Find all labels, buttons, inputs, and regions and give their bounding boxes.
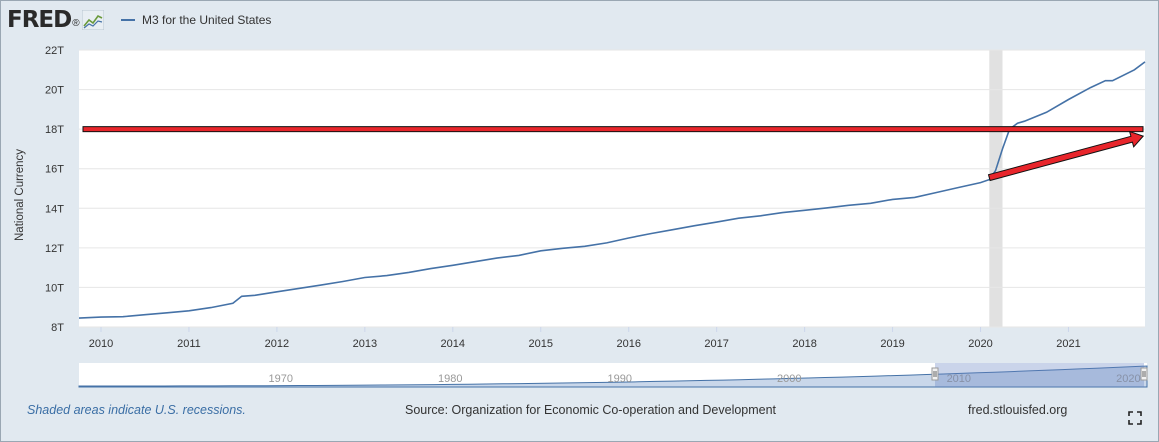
legend-series-swatch [121,19,135,21]
navigator-series [78,365,1148,388]
y-tick-labels: 8T 10T 12T 14T 16T 18T 20T 22T [45,45,64,334]
logo-graph-icon [81,10,104,30]
x-tick-label: 2018 [792,338,816,350]
series-line [78,61,1146,319]
y-tick-label: 12T [45,243,64,255]
x-tick-label: 2016 [616,338,640,350]
annotation-arrow [987,130,1145,182]
grid-lines [79,49,1145,328]
legend-series-label: M3 for the United States [142,13,272,27]
navigator-tick-label: 1980 [438,373,462,385]
y-tick-label: 22T [45,45,64,57]
x-tick-label: 2012 [265,338,289,350]
navigator-tick-label: 2000 [777,373,801,385]
x-tick-label: 2010 [89,338,113,350]
navigator-tick-label: 1970 [268,373,292,385]
navigator-left-handle[interactable] [931,367,939,381]
navigator-tick-label: 1990 [608,373,632,385]
x-tick-label: 2011 [177,338,201,350]
recession-band [989,50,1003,327]
x-tick-label: 2013 [353,338,377,350]
navigator-right-handle[interactable] [1140,367,1148,381]
x-tick-label: 2021 [1056,338,1080,350]
expand-icon[interactable] [1128,411,1142,425]
recession-note: Shaded areas indicate U.S. recessions. [27,403,246,417]
fred-logo[interactable]: FRED ® [7,7,104,33]
x-tick-label: 2014 [441,338,465,350]
source-text: Source: Organization for Economic Co-ope… [405,403,777,417]
x-tick-label: 2015 [529,338,553,350]
site-link[interactable]: fred.stlouisfed.org [968,403,1068,417]
logo-text: FRED [7,7,72,33]
x-tick-label: 2019 [880,338,904,350]
range-navigator[interactable]: 1970 1980 1990 2000 2010 2020 [78,363,1148,388]
y-tick-label: 8T [51,322,64,334]
logo-registered-mark: ® [72,18,80,29]
x-tick-label: 2017 [704,338,728,350]
y-tick-label: 18T [45,124,64,136]
plot-background [79,50,1145,327]
annotation-arrows [82,126,1145,182]
y-tick-label: 16T [45,164,64,176]
x-tick-labels: 2010 2011 2012 2013 2014 2015 2016 2017 2018 2019… [89,327,1081,350]
annotation-horizontal-bar [82,126,1144,133]
x-tick-label: 2020 [968,338,992,350]
legend[interactable]: M3 for the United States [121,13,271,27]
y-tick-label: 20T [45,85,64,97]
navigator-tick-label: 2020 [1116,373,1140,385]
navigator-tick-label: 2010 [947,373,971,385]
series-lines [78,61,1146,319]
y-tick-label: 14T [45,203,64,215]
y-tick-label: 10T [45,282,64,294]
recession-shading [989,50,1003,327]
navigator-selection [935,363,1144,387]
